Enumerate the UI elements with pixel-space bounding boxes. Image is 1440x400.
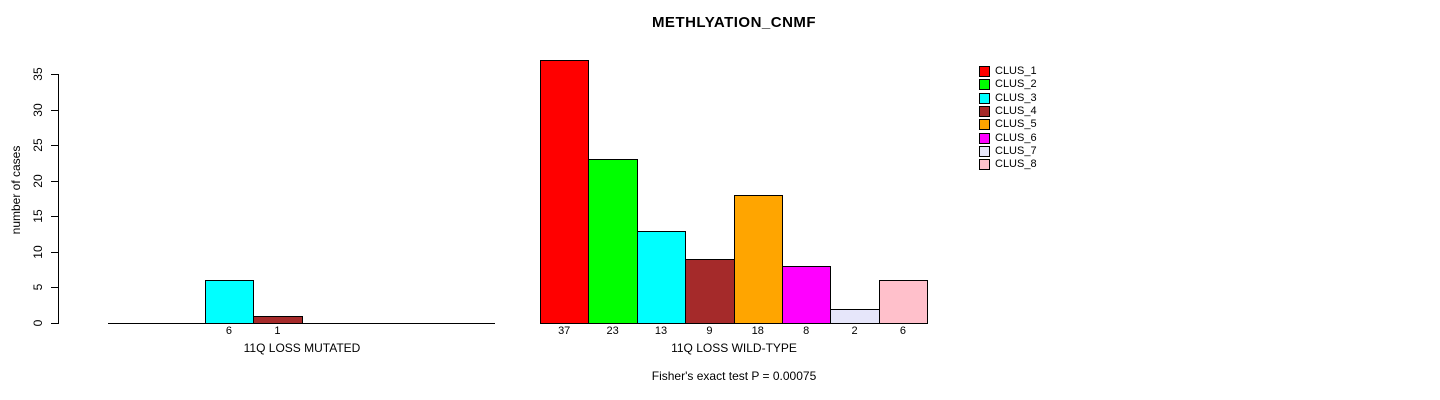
legend-label-clus_4: CLUS_4 — [995, 104, 1037, 117]
bar-clus_6 — [782, 266, 832, 324]
y-axis-line — [58, 74, 59, 324]
legend-swatch-clus_6 — [979, 132, 990, 144]
y-axis-tick-label: 0 — [31, 319, 45, 327]
bar-value-label: 23 — [606, 325, 619, 337]
bar-clus_1 — [540, 59, 590, 324]
bar-clus_3 — [204, 280, 255, 324]
y-axis-tick-label: 20 — [31, 174, 45, 188]
y-axis-tick-label: 35 — [31, 67, 45, 81]
bar-value-label: 1 — [274, 325, 281, 337]
bar-clus_5 — [733, 194, 783, 324]
y-axis-tick — [51, 323, 58, 324]
legend-label-clus_5: CLUS_5 — [995, 118, 1037, 131]
bar-value-label: 6 — [899, 325, 907, 337]
y-axis-tick-label: 5 — [31, 284, 45, 291]
y-axis-tick — [51, 287, 58, 289]
bar-clus_7 — [830, 308, 880, 324]
legend-swatch-clus_2 — [979, 79, 990, 91]
y-axis-tick-label: 30 — [31, 102, 45, 117]
legend-label-clus_8: CLUS_8 — [995, 158, 1037, 171]
bar-value-label: 18 — [751, 325, 764, 337]
bar-value-label: 6 — [225, 325, 233, 337]
legend-swatch-clus_7 — [979, 145, 990, 157]
bar-value-label: 37 — [558, 325, 571, 337]
x-axis-label-mutated: 11Q LOSS MUTATED — [243, 341, 361, 355]
legend-swatch-clus_8 — [979, 159, 990, 171]
y-axis-tick — [51, 109, 58, 111]
chart-title: METHLYATION_CNMF — [651, 14, 817, 31]
bar-value-label: 13 — [654, 325, 668, 337]
bar-clus_4 — [685, 258, 735, 324]
y-axis-tick-label: 15 — [31, 209, 45, 223]
bar-clus_4 — [253, 315, 303, 324]
legend-swatch-clus_5 — [979, 119, 990, 131]
legend-swatch-clus_4 — [979, 105, 990, 117]
legend-label-clus_3: CLUS_3 — [995, 91, 1037, 104]
y-axis-tick — [51, 145, 58, 147]
legend-label-clus_7: CLUS_7 — [995, 144, 1037, 157]
y-axis-tick — [51, 216, 58, 218]
y-axis-tick — [51, 251, 58, 253]
y-axis-tick-label: 25 — [31, 138, 45, 152]
y-axis-tick-label: 10 — [31, 245, 45, 259]
legend-swatch-clus_1 — [979, 66, 990, 77]
legend-label-clus_1: CLUS_1 — [995, 65, 1037, 77]
fisher-exact-test-annotation: Fisher's exact test P = 0.00075 — [651, 369, 817, 383]
bar-clus_3 — [636, 230, 687, 324]
legend-label-clus_6: CLUS_6 — [995, 131, 1037, 144]
x-axis-label-wild-type: 11Q LOSS WILD-TYPE — [671, 341, 797, 355]
bar-clus_8 — [878, 280, 929, 324]
y-axis-tick — [51, 180, 58, 182]
legend-label-clus_2: CLUS_2 — [995, 78, 1037, 91]
y-axis-title: number of cases — [9, 145, 23, 235]
y-axis-tick — [51, 74, 58, 75]
bar-value-label: 9 — [706, 325, 713, 337]
bar-value-label: 2 — [851, 325, 858, 337]
bar-clus_2 — [588, 159, 638, 324]
bar-value-label: 8 — [803, 325, 810, 337]
legend-swatch-clus_3 — [979, 92, 990, 104]
